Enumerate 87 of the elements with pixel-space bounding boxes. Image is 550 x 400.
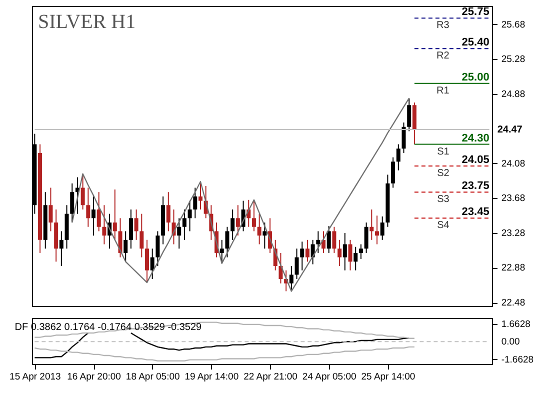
candlestick [145,239,149,284]
y-tick-label: 24.88 [501,88,526,100]
candlestick [278,252,283,284]
candlestick [70,182,74,224]
candlestick [375,215,379,245]
annotation: S4 [437,220,450,232]
ref-line-label: 23.75 [462,180,490,192]
candlestick [326,226,331,254]
y-tick-label: 24.08 [501,158,526,170]
candlestick [316,230,320,254]
ref-line-label: 24.47 [497,124,523,136]
candlestick [396,144,400,171]
annotation: S2 [437,168,450,179]
y-tick-label: -1.6628 [501,354,534,366]
candlestick [294,248,299,280]
line-series [34,346,416,362]
y-tick-label: 23.28 [501,228,526,239]
candlestick [262,222,267,250]
chart-title: SILVER H1 [38,11,136,33]
candlestick [257,213,262,245]
candlestick [102,204,106,245]
ref-line-label: 24.05 [462,154,490,166]
candlestick [118,218,122,258]
x-tick-label: 24 Apr 05:00 [302,372,356,382]
candlestick [177,218,182,250]
candlestick [92,196,96,236]
candlestick [124,230,128,262]
y-tick-label: 1.6628 [501,318,530,330]
annotation: R1 [436,85,450,96]
candlestick [128,208,133,250]
candlestick [305,239,310,262]
y-tick-label: 0.00 [501,336,520,348]
candlestick [236,204,240,236]
candlestick [140,213,144,258]
ref-line-label: 24.30 [462,132,490,144]
ref-line-label: 23.45 [462,206,490,218]
candlestick [59,230,64,266]
ref-line-label: 25.40 [462,36,490,49]
x-tick-label: 25 Apr 14:00 [361,372,416,382]
candlestick [358,244,363,260]
candlestick [134,208,138,240]
ref-line-label: 25.75 [462,6,490,18]
x-tick-label: 15 Apr 2013 [10,372,61,382]
candlestick [300,241,304,271]
candlestick [348,239,352,271]
ref-line-label: 25.00 [462,71,490,84]
annotation: S3 [437,194,450,206]
candlestick [370,208,374,240]
candlestick [338,239,342,266]
candlestick [166,192,170,232]
x-tick-label: 19 Apr 14:00 [184,372,239,382]
candlestick [96,192,101,232]
y-tick-label: 22.48 [501,298,526,309]
candlestick [188,200,192,232]
candlestick [342,232,347,271]
annotation: R2 [436,50,450,62]
candlestick [380,216,384,240]
x-tick-label: 18 Apr 05:00 [126,372,180,382]
candlestick [156,230,160,266]
candlestick [193,187,198,219]
x-tick-label: 22 Apr 21:00 [244,372,298,382]
annotation: R3 [436,20,450,32]
candlestick [220,239,224,264]
candlestick [354,246,358,271]
candlestick [182,208,186,240]
y-tick-label: 25.68 [501,19,526,30]
candlestick [230,208,235,240]
candlestick [150,248,154,280]
candlestick [86,187,90,228]
annotation: S1 [437,146,450,158]
x-tick-label: 16 Apr 20:00 [67,372,121,382]
candlestick [80,173,85,210]
candlestick [332,226,336,254]
candlestick [364,222,368,254]
candlestick [289,266,294,292]
candlestick [112,188,117,240]
line-series [72,98,410,292]
candlestick [407,98,412,132]
candlestick [198,181,202,210]
candlestick [252,199,256,232]
candlestick [402,122,406,154]
y-tick-label: 25.28 [501,54,526,66]
candlestick [391,156,396,188]
y-tick-label: 23.68 [501,193,526,204]
candlestick [225,226,230,258]
candlestick [48,187,53,232]
y-tick-label: 22.88 [501,262,526,274]
